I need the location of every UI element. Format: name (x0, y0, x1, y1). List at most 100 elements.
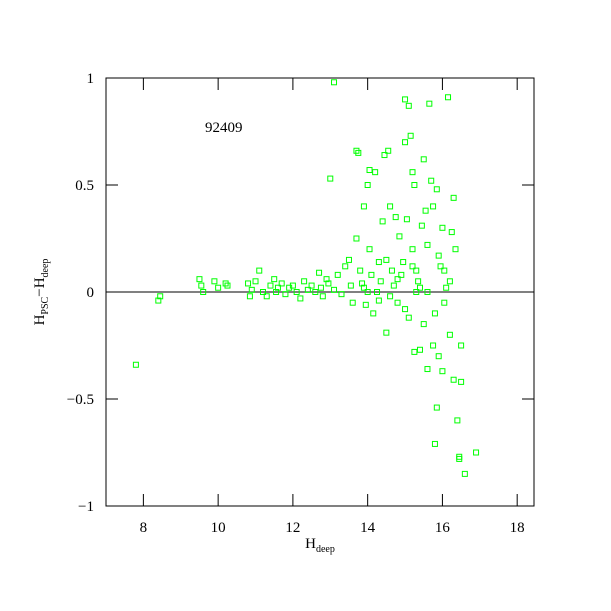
point (196, 276, 203, 283)
point (347, 282, 354, 289)
point (415, 278, 422, 285)
point (413, 289, 420, 295)
point (246, 293, 253, 300)
x-label-main: H (305, 536, 316, 552)
point (366, 246, 373, 253)
point (297, 295, 304, 302)
point (402, 306, 409, 313)
point (452, 246, 459, 253)
point (375, 259, 382, 266)
point (368, 271, 375, 278)
point (441, 267, 448, 274)
point (370, 310, 377, 317)
point (282, 291, 289, 298)
point (416, 284, 423, 291)
point (273, 289, 280, 295)
point (383, 329, 390, 336)
point (355, 149, 362, 156)
point (435, 353, 442, 360)
point (411, 348, 418, 355)
point (379, 218, 386, 225)
point (317, 284, 324, 291)
point (394, 276, 401, 283)
annotation: 92409 (205, 120, 243, 136)
point (400, 259, 407, 266)
point (252, 278, 259, 285)
point (215, 284, 222, 291)
point (445, 94, 452, 101)
point (259, 289, 266, 295)
point (301, 278, 308, 285)
point (409, 169, 416, 176)
point (245, 280, 252, 287)
point (418, 222, 425, 229)
point (402, 96, 409, 103)
point (381, 152, 388, 159)
point (374, 289, 381, 295)
point (433, 404, 440, 411)
point (430, 342, 437, 349)
point (424, 241, 431, 248)
point (446, 278, 453, 285)
point (387, 203, 394, 210)
point (407, 132, 414, 139)
point (364, 289, 371, 295)
point (405, 314, 412, 321)
point (267, 282, 274, 289)
point (450, 376, 457, 383)
x-tick-label: 16 (435, 520, 451, 536)
point (437, 263, 444, 270)
point (375, 297, 382, 304)
point (405, 102, 412, 109)
x-tick-label: 12 (285, 520, 300, 536)
point (316, 269, 323, 276)
y-tick-label: 0 (87, 285, 95, 301)
point (132, 361, 139, 368)
x-tick-label: 14 (360, 520, 376, 536)
point (342, 263, 349, 270)
point (420, 156, 427, 163)
point (443, 284, 450, 291)
point (402, 139, 409, 146)
y-tick-label: 0.5 (75, 178, 94, 194)
point (289, 282, 296, 289)
point (349, 299, 356, 306)
point (433, 186, 440, 193)
point (338, 291, 345, 298)
point (155, 297, 162, 304)
point (278, 280, 285, 287)
y-axis-label: HPSC−Hdeep (32, 259, 51, 326)
point (198, 282, 205, 289)
point (390, 282, 397, 289)
point (271, 276, 278, 283)
point (396, 233, 403, 240)
point (323, 276, 330, 283)
point (293, 289, 300, 295)
y-tick-label: −1 (78, 499, 94, 515)
point (426, 100, 433, 107)
point (428, 177, 435, 184)
point (308, 282, 315, 289)
point (420, 321, 427, 328)
point (458, 378, 465, 385)
point (392, 214, 399, 221)
point (200, 289, 207, 295)
point (450, 194, 457, 201)
point (357, 267, 364, 274)
point (409, 246, 416, 253)
point (334, 271, 341, 278)
point (409, 263, 416, 270)
point (446, 331, 453, 338)
point (224, 282, 231, 289)
point (461, 470, 468, 477)
point (372, 169, 379, 176)
point (377, 278, 384, 285)
x-tick-label: 18 (510, 520, 525, 536)
point (456, 453, 463, 460)
point (362, 301, 369, 308)
point (256, 267, 263, 274)
point (454, 417, 461, 424)
point (387, 293, 394, 300)
point (403, 216, 410, 223)
